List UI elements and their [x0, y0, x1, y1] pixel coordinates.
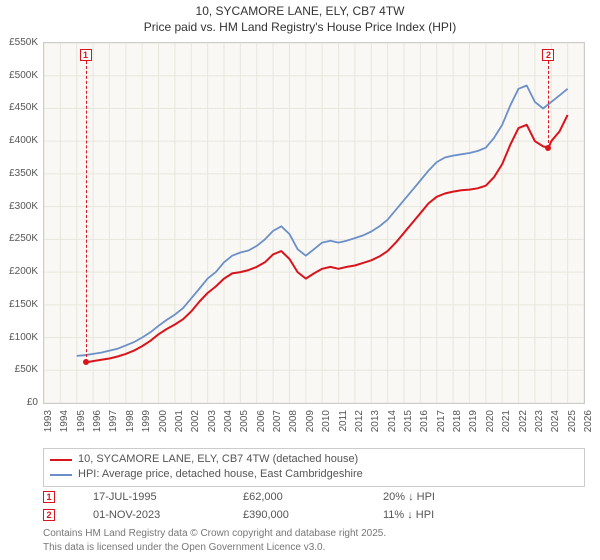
y-tick-label: £350K	[2, 168, 38, 179]
x-tick-label: 2009	[305, 410, 317, 440]
y-tick-label: £250K	[2, 233, 38, 244]
x-tick-label: 2006	[256, 410, 268, 440]
marker-2-delta: 11% ↓ HPI	[383, 509, 583, 521]
x-tick-label: 2010	[321, 410, 333, 440]
y-tick-label: £200K	[2, 266, 38, 277]
legend-swatch-price-paid	[50, 459, 72, 461]
marker-box-1: 1	[43, 491, 55, 503]
x-tick-label: 2007	[272, 410, 284, 440]
x-tick-label: 2024	[550, 410, 562, 440]
marker-guideline	[86, 61, 87, 362]
marker-point	[83, 359, 89, 365]
marker-badge: 1	[80, 49, 92, 61]
marker-annotation-table: 1 17-JUL-1995 £62,000 20% ↓ HPI 2 01-NOV…	[43, 488, 585, 524]
marker-2-date: 01-NOV-2023	[93, 509, 243, 521]
y-tick-label: £50K	[2, 364, 38, 375]
x-tick-label: 1998	[125, 410, 137, 440]
x-tick-label: 2025	[567, 410, 579, 440]
x-tick-label: 1993	[43, 410, 55, 440]
x-tick-label: 2012	[354, 410, 366, 440]
x-tick-label: 2018	[452, 410, 464, 440]
x-tick-label: 2000	[158, 410, 170, 440]
y-tick-label: £150K	[2, 299, 38, 310]
x-tick-label: 1997	[108, 410, 120, 440]
marker-box-2: 2	[43, 509, 55, 521]
y-tick-label: £100K	[2, 332, 38, 343]
x-tick-label: 2004	[223, 410, 235, 440]
marker-1-price: £62,000	[243, 491, 383, 503]
x-tick-label: 2022	[518, 410, 530, 440]
x-tick-label: 1999	[141, 410, 153, 440]
legend-label-hpi: HPI: Average price, detached house, East…	[78, 467, 363, 482]
y-tick-label: £0	[2, 397, 38, 408]
x-tick-label: 2023	[534, 410, 546, 440]
chart-plot-area	[43, 42, 585, 404]
x-tick-label: 2020	[485, 410, 497, 440]
marker-1-delta: 20% ↓ HPI	[383, 491, 583, 503]
footer-licence: This data is licensed under the Open Gov…	[43, 542, 325, 553]
x-tick-label: 2014	[387, 410, 399, 440]
x-tick-label: 2015	[403, 410, 415, 440]
x-tick-label: 2008	[288, 410, 300, 440]
y-tick-label: £400K	[2, 135, 38, 146]
legend-row-hpi: HPI: Average price, detached house, East…	[50, 467, 578, 482]
legend-label-price-paid: 10, SYCAMORE LANE, ELY, CB7 4TW (detache…	[78, 452, 358, 467]
marker-badge: 2	[542, 49, 554, 61]
footer-copyright: Contains HM Land Registry data © Crown c…	[43, 528, 386, 539]
x-tick-label: 2013	[370, 410, 382, 440]
title-line-1: 10, SYCAMORE LANE, ELY, CB7 4TW	[0, 4, 600, 20]
x-tick-label: 2002	[190, 410, 202, 440]
y-tick-label: £500K	[2, 70, 38, 81]
x-tick-label: 2019	[468, 410, 480, 440]
marker-2-price: £390,000	[243, 509, 383, 521]
table-row: 2 01-NOV-2023 £390,000 11% ↓ HPI	[43, 506, 585, 524]
x-tick-label: 2016	[419, 410, 431, 440]
y-tick-label: £450K	[2, 102, 38, 113]
x-tick-label: 1995	[76, 410, 88, 440]
legend-row-price-paid: 10, SYCAMORE LANE, ELY, CB7 4TW (detache…	[50, 452, 578, 467]
legend: 10, SYCAMORE LANE, ELY, CB7 4TW (detache…	[43, 448, 585, 487]
x-tick-label: 1994	[59, 410, 71, 440]
x-tick-label: 2021	[501, 410, 513, 440]
title-line-2: Price paid vs. HM Land Registry's House …	[0, 20, 600, 36]
x-tick-label: 2011	[338, 410, 350, 440]
table-row: 1 17-JUL-1995 £62,000 20% ↓ HPI	[43, 488, 585, 506]
x-tick-label: 2026	[583, 410, 595, 440]
x-tick-label: 2005	[239, 410, 251, 440]
marker-guideline	[548, 61, 549, 148]
legend-swatch-hpi	[50, 474, 72, 476]
x-tick-label: 2003	[207, 410, 219, 440]
chart-title: 10, SYCAMORE LANE, ELY, CB7 4TW Price pa…	[0, 4, 600, 35]
x-tick-label: 2017	[436, 410, 448, 440]
y-tick-label: £550K	[2, 37, 38, 48]
x-tick-label: 2001	[174, 410, 186, 440]
x-tick-label: 1996	[92, 410, 104, 440]
y-tick-label: £300K	[2, 201, 38, 212]
chart-svg	[44, 43, 584, 403]
marker-1-date: 17-JUL-1995	[93, 491, 243, 503]
